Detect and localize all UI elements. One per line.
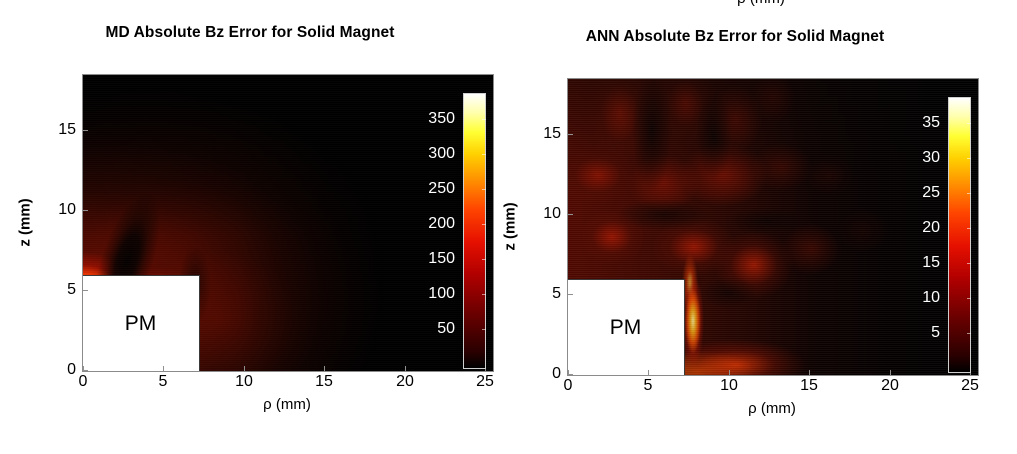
md-cbar-tick-250	[482, 189, 486, 190]
md-pm-block: PM	[83, 275, 200, 371]
ann-cbar-tick-30	[967, 158, 971, 159]
ann-pm-block: PM	[568, 279, 685, 375]
ann-ytick-label-0: 0	[552, 365, 561, 382]
ann-ytick-10	[568, 214, 573, 215]
ann-panel: ANN Absolute Bz Error for Solid Magnet	[485, 28, 1017, 438]
ann-xtick-10	[729, 370, 730, 375]
md-axes: PM	[82, 74, 494, 372]
md-cbar-label-200: 200	[428, 215, 455, 232]
md-xtick-0	[83, 366, 84, 371]
md-ytick-5	[83, 290, 88, 291]
ann-cbar-label-25: 25	[922, 184, 940, 201]
md-ytick-label-10: 10	[58, 201, 76, 218]
md-xtick-5	[163, 366, 164, 371]
ann-xtick-0	[568, 370, 569, 375]
ann-cbar-tick-15	[967, 263, 971, 264]
md-ytick-15	[83, 130, 88, 131]
ann-ytick-0	[568, 374, 573, 375]
ann-axes: PM 5 10	[567, 78, 979, 376]
ann-xaxis-label: ρ (mm)	[748, 400, 796, 417]
ann-cbar-label-10: 10	[922, 289, 940, 306]
md-cbar-tick-100	[482, 294, 486, 295]
md-axes-inner: PM	[83, 75, 493, 371]
ann-cbar-tick-35	[967, 123, 971, 124]
md-yaxis-label: z (mm)	[16, 198, 34, 247]
md-cbar-tick-350	[482, 119, 486, 120]
md-ytick-0	[83, 370, 88, 371]
ann-cbar-label-15: 15	[922, 254, 940, 271]
md-xtick-10	[244, 366, 245, 371]
ann-ytick-15	[568, 134, 573, 135]
ann-axes-inner: PM 5 10	[568, 79, 978, 375]
md-xtick-label-15: 15	[315, 373, 333, 390]
md-colorbar	[463, 93, 486, 369]
md-cbar-label-150: 150	[428, 250, 455, 267]
ann-yaxis-label: z (mm)	[501, 202, 519, 251]
ann-cbar-label-20: 20	[922, 219, 940, 236]
md-cbar-label-250: 250	[428, 180, 455, 197]
ann-cbar-tick-5	[967, 333, 971, 334]
ann-xtick-20	[890, 370, 891, 375]
ann-cbar-label-5: 5	[931, 324, 940, 341]
md-xtick-label-0: 0	[78, 373, 88, 390]
md-xtick-label-25: 25	[476, 373, 494, 390]
ann-xtick-label-0: 0	[563, 377, 573, 394]
md-cbar-tick-150	[482, 259, 486, 260]
ann-xtick-label-25: 25	[961, 377, 979, 394]
md-ytick-label-5: 5	[67, 281, 76, 298]
md-xtick-label-10: 10	[235, 373, 253, 390]
ann-pm-label: PM	[609, 316, 642, 339]
ann-panel-title: ANN Absolute Bz Error for Solid Magnet	[585, 28, 885, 45]
md-cbar-tick-50	[482, 329, 486, 330]
ann-xtick-label-20: 20	[881, 377, 899, 394]
md-pm-label: PM	[124, 312, 157, 335]
md-cbar-label-50: 50	[437, 320, 455, 337]
md-ytick-10	[83, 210, 88, 211]
ann-cbar-label-35: 35	[922, 114, 940, 131]
ann-xtick-label-5: 5	[643, 377, 653, 394]
ann-ytick-5	[568, 294, 573, 295]
md-xtick-label-5: 5	[158, 373, 168, 390]
md-xtick-20	[405, 366, 406, 371]
md-cbar-label-300: 300	[428, 145, 455, 162]
md-cbar-tick-200	[482, 224, 486, 225]
clipped-axis-label-above: ρ (mm)	[706, 0, 816, 22]
md-panel-title: MD Absolute Bz Error for Solid Magnet	[105, 24, 395, 41]
ann-xtick-label-15: 15	[800, 377, 818, 394]
ann-colorbar	[948, 97, 971, 373]
md-xtick-label-20: 20	[396, 373, 414, 390]
ann-cbar-label-30: 30	[922, 149, 940, 166]
ann-ytick-label-5: 5	[552, 285, 561, 302]
ann-xtick-15	[809, 370, 810, 375]
md-xtick-15	[324, 366, 325, 371]
md-cbar-tick-300	[482, 154, 486, 155]
ann-cbar-tick-20	[967, 228, 971, 229]
ann-xtick-5	[648, 370, 649, 375]
ann-cbar-tick-10	[967, 298, 971, 299]
ann-cbar-tick-25	[967, 193, 971, 194]
ann-ytick-label-10: 10	[543, 205, 561, 222]
md-cbar-label-100: 100	[428, 285, 455, 302]
md-xaxis-label: ρ (mm)	[263, 396, 311, 413]
md-ytick-label-0: 0	[67, 361, 76, 378]
ann-ytick-label-15: 15	[543, 125, 561, 142]
ann-xtick-label-10: 10	[720, 377, 738, 394]
md-cbar-label-350: 350	[428, 110, 455, 127]
md-ytick-label-15: 15	[58, 121, 76, 138]
md-panel: MD Absolute Bz Error for Solid Magnet	[0, 24, 508, 434]
